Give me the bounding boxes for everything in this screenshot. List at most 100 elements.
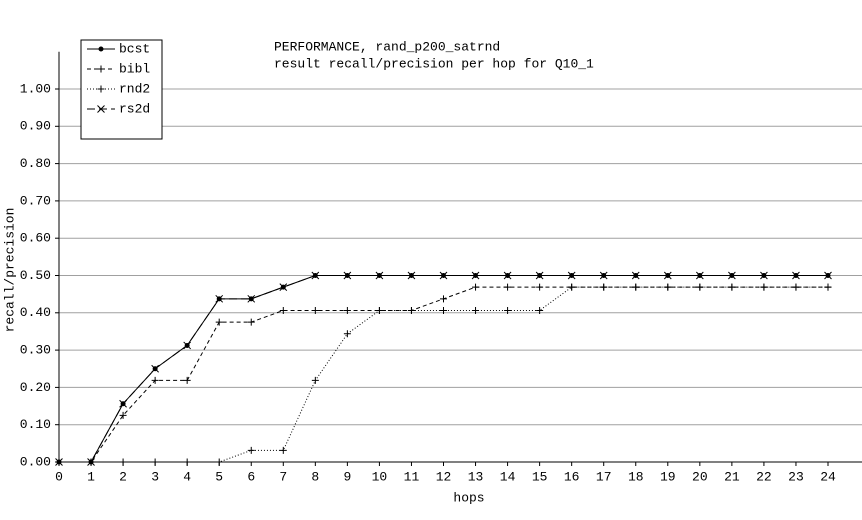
legend-label: bcst: [119, 41, 150, 56]
x-tick-label: 18: [628, 469, 644, 484]
x-tick-label: 3: [151, 469, 159, 484]
marker: [343, 271, 352, 280]
marker: [440, 306, 447, 314]
x-tick-label: 21: [724, 469, 740, 484]
marker: [504, 306, 512, 314]
x-tick-label: 4: [183, 469, 191, 484]
marker: [536, 283, 544, 291]
x-tick-label: 2: [119, 469, 127, 484]
x-tick-label: 12: [436, 469, 452, 484]
series-line: [59, 275, 828, 463]
x-tick-label: 10: [372, 469, 388, 484]
x-tick-label: 17: [596, 469, 612, 484]
marker: [375, 306, 383, 314]
x-tick-label: 15: [532, 469, 548, 484]
marker: [215, 294, 224, 303]
marker: [247, 446, 255, 454]
marker: [824, 283, 832, 291]
marker: [632, 283, 640, 291]
marker: [695, 271, 704, 280]
marker: [728, 271, 736, 280]
marker: [97, 85, 105, 93]
marker: [183, 458, 191, 466]
marker: [568, 283, 576, 291]
marker: [600, 283, 608, 291]
marker: [215, 318, 223, 326]
x-tick-label: 14: [500, 469, 516, 484]
x-tick-label: 0: [55, 469, 63, 484]
y-tick-label: 0.30: [20, 343, 51, 358]
marker: [151, 364, 159, 373]
x-tick-label: 8: [311, 469, 319, 484]
marker: [55, 458, 63, 466]
legend-label: rnd2: [119, 81, 150, 96]
marker: [279, 446, 287, 454]
marker: [760, 283, 768, 291]
marker: [311, 271, 320, 280]
marker: [151, 376, 159, 384]
marker: [407, 271, 416, 280]
marker: [97, 105, 105, 113]
x-tick-label: 11: [404, 469, 420, 484]
marker: [728, 283, 736, 291]
y-tick-label: 1.00: [20, 81, 51, 96]
marker: [631, 271, 640, 280]
marker: [119, 411, 127, 419]
marker: [504, 283, 512, 291]
marker: [472, 306, 480, 314]
marker: [311, 376, 319, 384]
marker: [183, 341, 192, 350]
x-tick-label: 6: [247, 469, 255, 484]
y-tick-label: 0.00: [20, 454, 51, 469]
y-tick-label: 0.90: [20, 119, 51, 134]
chart-subtitle: result recall/precision per hop for Q10_…: [274, 56, 594, 71]
y-tick-label: 0.60: [20, 231, 51, 246]
y-tick-label: 0.50: [20, 268, 51, 283]
marker: [471, 271, 480, 280]
marker: [503, 271, 512, 280]
marker: [119, 458, 127, 466]
marker: [439, 271, 448, 280]
marker: [119, 399, 127, 408]
marker: [663, 271, 672, 280]
marker: [311, 306, 319, 314]
x-tick-label: 23: [788, 469, 804, 484]
y-tick-label: 0.10: [20, 417, 51, 432]
legend-label: bibl: [119, 61, 150, 76]
marker: [536, 306, 544, 314]
x-tick-label: 24: [820, 469, 836, 484]
legend-label: rs2d: [119, 101, 150, 116]
marker: [247, 318, 255, 326]
marker: [407, 306, 415, 314]
marker: [97, 65, 105, 73]
chart-title: PERFORMANCE, rand_p200_satrnd: [274, 39, 500, 54]
marker: [472, 283, 480, 291]
y-axis-label: recall/precision: [2, 208, 17, 333]
x-tick-label: 16: [564, 469, 580, 484]
marker: [343, 306, 351, 314]
y-tick-label: 0.20: [20, 380, 51, 395]
x-tick-label: 20: [692, 469, 708, 484]
marker: [440, 295, 447, 303]
y-tick-label: 0.80: [20, 156, 51, 171]
x-tick-label: 5: [215, 469, 223, 484]
marker: [98, 46, 104, 52]
y-tick-label: 0.70: [20, 193, 51, 208]
marker: [599, 271, 608, 280]
x-tick-label: 13: [468, 469, 484, 484]
x-tick-label: 9: [343, 469, 351, 484]
x-tick-label: 19: [660, 469, 676, 484]
x-tick-label: 1: [87, 469, 95, 484]
marker: [760, 271, 768, 280]
marker: [792, 271, 800, 280]
marker: [824, 271, 832, 280]
x-tick-label: 22: [756, 469, 772, 484]
marker: [183, 376, 191, 384]
marker: [247, 294, 256, 303]
marker: [87, 458, 95, 466]
marker: [696, 283, 704, 291]
marker: [279, 306, 287, 314]
marker: [215, 458, 223, 466]
